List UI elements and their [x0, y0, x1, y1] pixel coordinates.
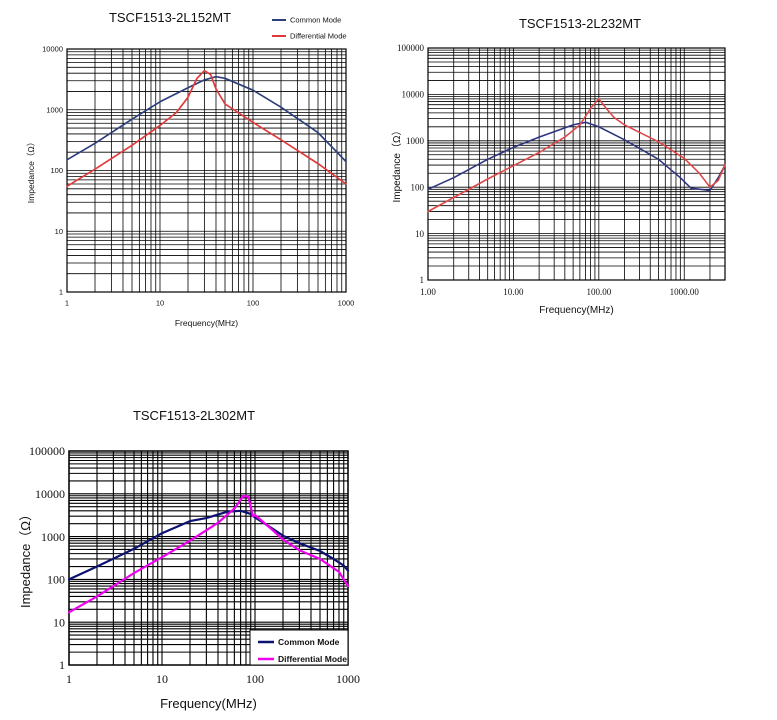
- grid: [66, 48, 347, 293]
- y-axis-label: Impedance（Ω）: [18, 508, 33, 608]
- chart-title: TSCF1513-2L232MT: [519, 16, 641, 31]
- differential-mode-line: [66, 69, 347, 188]
- plot-frame: [66, 48, 347, 293]
- y-tick-label: 10: [55, 227, 63, 236]
- y-tick-label: 100000: [397, 43, 425, 53]
- common-mode-line: [67, 509, 350, 581]
- chart-title: TSCF1513-2L152MT: [109, 10, 231, 25]
- legend-label: Common Mode: [278, 637, 340, 647]
- grid: [427, 47, 726, 281]
- x-tick-label: 1000.00: [670, 287, 700, 297]
- chart-2: TSCF1513-2L232MT 1.00 10.00 100.00 1000.00 1 1…: [391, 16, 726, 316]
- x-tick-label: 100: [247, 299, 260, 308]
- y-tick-label: 10000: [35, 487, 65, 501]
- y-tick-label: 1: [59, 288, 63, 297]
- y-tick-label: 10: [415, 229, 425, 239]
- plot-frame: [427, 47, 726, 281]
- y-tick-label: 1000: [41, 530, 65, 544]
- chart-3: TSCF1513-2L302MT 1 10 100 1000 1 10 100 1000 1000…: [18, 408, 360, 711]
- x-axis-label: Frequency(MHz): [539, 305, 613, 316]
- x-tick-label: 1: [65, 299, 69, 308]
- y-axis-label: Impedance（Ω）: [26, 138, 36, 203]
- y-axis-label: Impedance（Ω）: [391, 126, 403, 203]
- x-axis-label: Frequency(MHz): [160, 696, 257, 711]
- y-tick-label: 1: [420, 275, 425, 285]
- legend-label: Differential Mode: [290, 32, 347, 41]
- chart-title: TSCF1513-2L302MT: [133, 408, 255, 423]
- differential-mode-line: [427, 98, 726, 213]
- x-tick-label: 1000: [336, 672, 360, 686]
- y-tick-label: 100000: [29, 444, 65, 458]
- legend-label: Common Mode: [290, 16, 341, 25]
- common-mode-line: [427, 121, 726, 192]
- common-mode-line: [66, 75, 347, 163]
- plot-frame: [68, 450, 349, 666]
- legend: Common Mode Differential Mode: [249, 629, 349, 666]
- y-tick-label: 1: [59, 658, 65, 672]
- legend: Common Mode Differential Mode: [272, 16, 347, 41]
- y-tick-label: 1000: [46, 105, 63, 114]
- x-tick-label: 100.00: [586, 287, 611, 297]
- y-tick-label: 1000: [406, 136, 425, 146]
- x-tick-label: 10: [156, 672, 168, 686]
- y-tick-label: 10: [53, 615, 65, 629]
- differential-mode-line: [67, 494, 350, 614]
- legend-label: Differential Mode: [278, 654, 347, 664]
- y-tick-label: 10000: [42, 45, 63, 54]
- x-tick-label: 1: [66, 672, 72, 686]
- y-tick-label: 100: [411, 182, 425, 192]
- y-tick-label: 10000: [402, 90, 425, 100]
- x-tick-label: 1.00: [420, 287, 436, 297]
- y-tick-label: 100: [47, 573, 65, 587]
- y-tick-label: 100: [50, 166, 63, 175]
- x-tick-label: 100: [246, 672, 264, 686]
- chart-1: TSCF1513-2L152MT 1 10 100 1000 1 10 100 1000 1000…: [26, 10, 354, 328]
- x-axis-label: Frequency(MHz): [175, 318, 238, 328]
- x-tick-label: 10.00: [503, 287, 524, 297]
- x-tick-label: 10: [156, 299, 164, 308]
- x-tick-label: 1000: [338, 299, 355, 308]
